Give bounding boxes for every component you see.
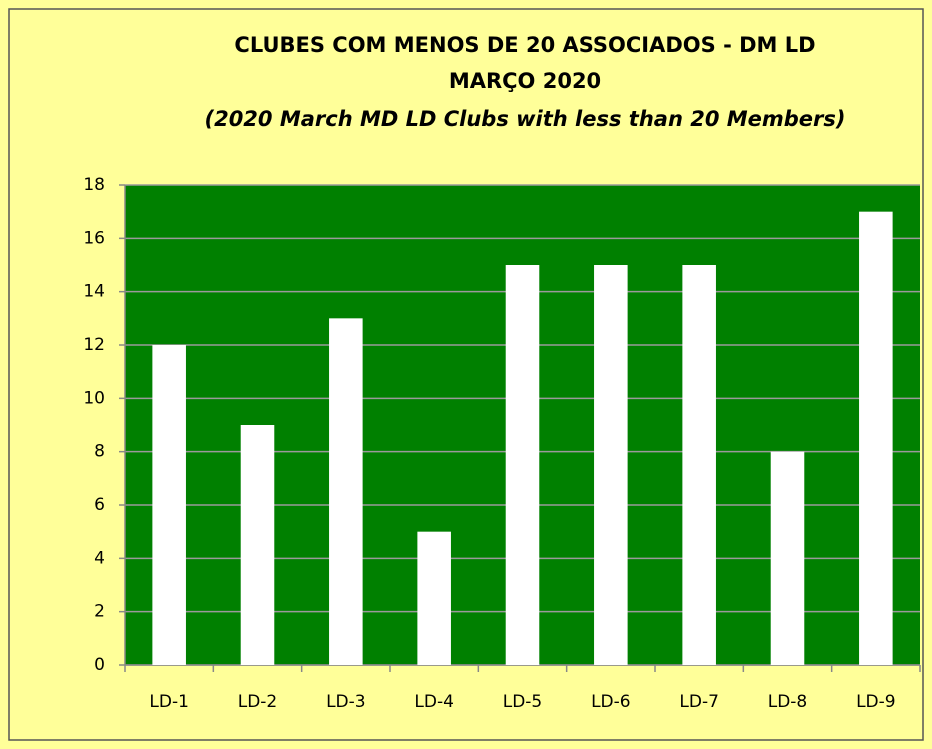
y-tick-label: 14 bbox=[83, 282, 105, 302]
y-tick-label: 6 bbox=[94, 495, 105, 515]
chart-annotation: (2020 March MD LD Clubs with less than 2… bbox=[204, 107, 845, 131]
x-tick-label: LD-7 bbox=[679, 692, 719, 712]
chart-border bbox=[8, 8, 924, 741]
y-tick-label: 10 bbox=[83, 388, 105, 408]
x-tick-label: LD-5 bbox=[503, 692, 543, 712]
bar bbox=[240, 425, 275, 665]
x-tick-label: LD-8 bbox=[768, 692, 808, 712]
bar bbox=[329, 318, 363, 665]
bar bbox=[859, 211, 893, 665]
bar bbox=[152, 345, 186, 665]
bar bbox=[505, 265, 540, 665]
y-tick-label: 2 bbox=[94, 602, 105, 622]
x-tick-label: LD-6 bbox=[591, 692, 631, 712]
y-tick-label: 8 bbox=[94, 442, 105, 462]
x-tick-label: LD-3 bbox=[326, 692, 366, 712]
bar bbox=[417, 531, 451, 665]
bar bbox=[770, 451, 805, 665]
x-tick-label: LD-2 bbox=[238, 692, 278, 712]
y-tick-label: 12 bbox=[83, 335, 105, 355]
y-tick-label: 16 bbox=[83, 228, 105, 248]
y-tick-label: 4 bbox=[94, 548, 105, 568]
y-tick-label: 0 bbox=[94, 655, 105, 675]
chart-title: CLUBES COM MENOS DE 20 ASSOCIADOS - DM L… bbox=[234, 33, 815, 57]
y-tick-label: 18 bbox=[83, 175, 105, 195]
x-tick-label: LD-9 bbox=[856, 692, 896, 712]
x-tick-label: LD-4 bbox=[414, 692, 454, 712]
chart-subtitle: MARÇO 2020 bbox=[449, 69, 601, 93]
bar bbox=[594, 265, 628, 665]
x-tick-label: LD-1 bbox=[149, 692, 189, 712]
bar bbox=[682, 265, 716, 665]
